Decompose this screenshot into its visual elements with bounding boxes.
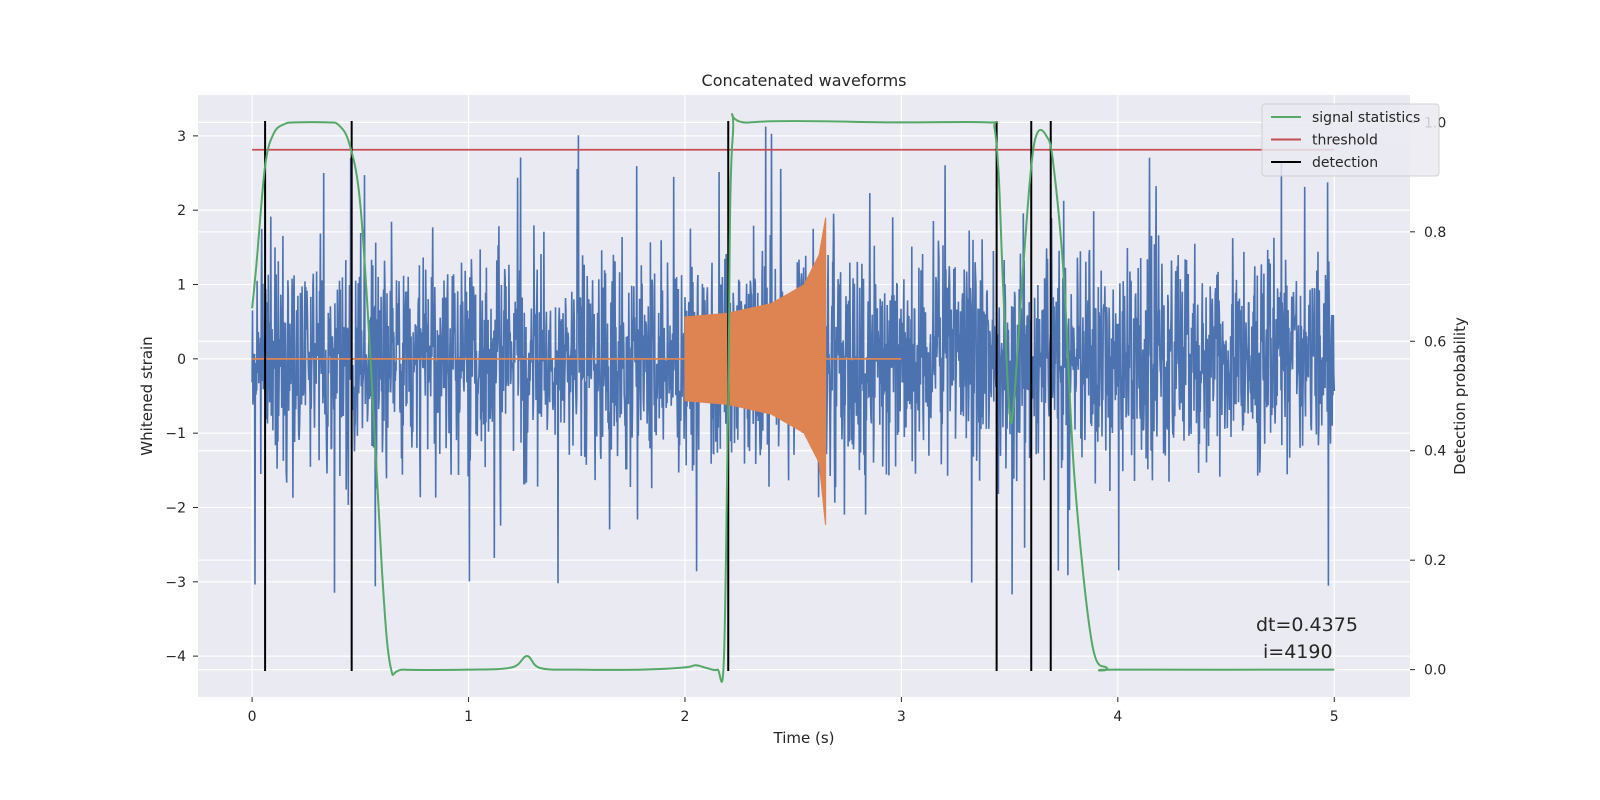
legend-item-signal-statistics: signal statistics: [1312, 110, 1420, 126]
y2-tick-label: 0.4: [1424, 444, 1446, 460]
legend-item-threshold: threshold: [1312, 133, 1378, 149]
x-tick-label: 1: [464, 709, 473, 725]
legend-item-detection: detection: [1312, 155, 1378, 171]
y2-tick-label: 0.8: [1424, 225, 1446, 241]
x-axis-label: Time (s): [773, 729, 835, 747]
y-tick-label: 3: [177, 129, 186, 145]
x-tick-label: 5: [1330, 709, 1339, 725]
plot-content: [251, 113, 1336, 683]
y-tick-label: 1: [177, 278, 186, 294]
y2-tick-label: 0.0: [1424, 663, 1446, 679]
y2-axis-label: Detection probability: [1451, 317, 1469, 475]
y-axis-label: Whitened strain: [138, 336, 156, 455]
legend: signal statistics threshold detection: [1261, 103, 1440, 177]
x-tick-label: 0: [248, 709, 257, 725]
y-tick-label: −4: [165, 649, 186, 665]
x-tick-label: 2: [681, 709, 690, 725]
chart-title: Concatenated waveforms: [702, 71, 907, 90]
y2-tick-label: 0.6: [1424, 334, 1446, 350]
signal-statistics-series: [251, 113, 1335, 683]
signal-statistics-line: [251, 113, 1335, 683]
injected-signal-line: [684, 217, 827, 525]
x-tick-label: 4: [1113, 709, 1122, 725]
annotation-index: i=4190: [1263, 641, 1333, 663]
legend-box: [1261, 103, 1440, 177]
y-tick-label: −3: [165, 575, 186, 591]
x-tick-label: 3: [897, 709, 906, 725]
injected-signal-series: [252, 217, 902, 525]
annotation-dt: dt=0.4375: [1256, 614, 1358, 636]
y-tick-label: 2: [177, 203, 186, 219]
y-tick-label: 0: [177, 352, 186, 368]
y-tick-label: −1: [165, 426, 186, 442]
y2-tick-label: 0.2: [1424, 553, 1446, 569]
y-tick-label: −2: [165, 500, 186, 516]
